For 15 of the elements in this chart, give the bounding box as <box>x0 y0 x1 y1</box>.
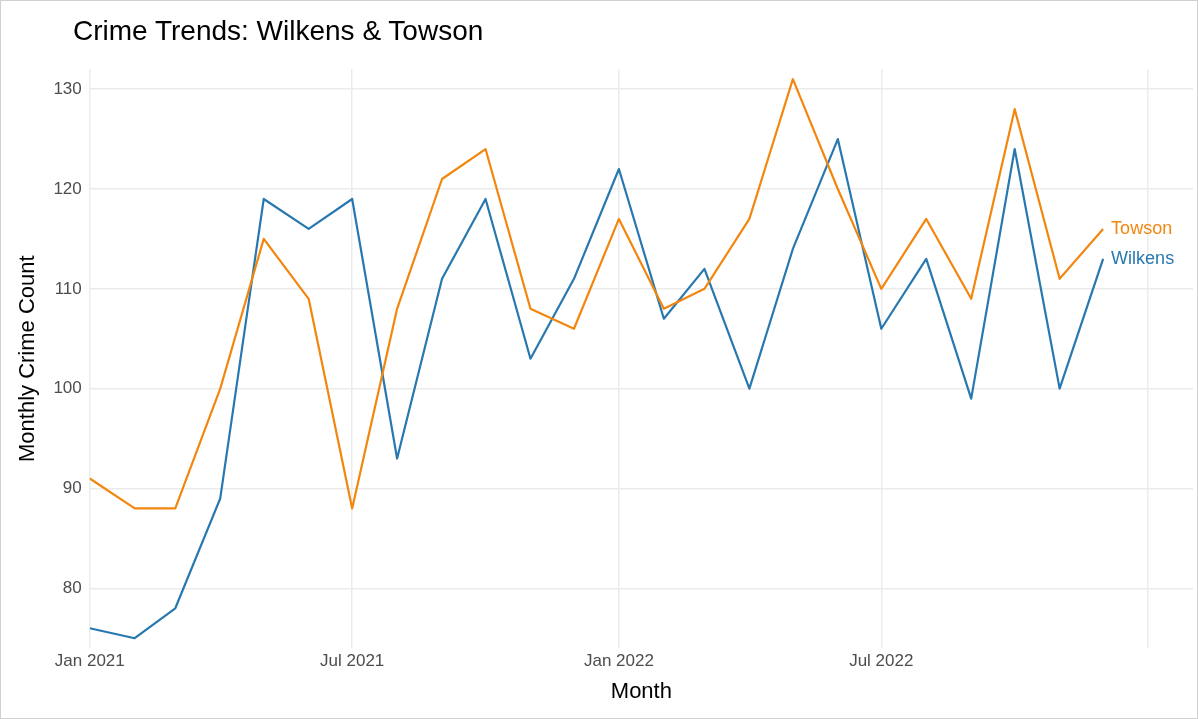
y-tick-label: 110 <box>54 278 82 298</box>
x-tick-label: Jul 2022 <box>849 651 914 671</box>
y-axis-title: Monthly Crime Count <box>14 255 40 463</box>
x-axis-title: Month <box>610 677 672 703</box>
series-label: Wilkens <box>1111 247 1175 268</box>
x-tick-label: Jan 2022 <box>583 651 654 671</box>
x-tick-label: Jan 2021 <box>54 651 125 671</box>
y-tick-label: 100 <box>53 378 82 398</box>
y-tick-label: 130 <box>53 78 82 98</box>
x-tick-label: Jul 2021 <box>320 651 385 671</box>
y-tick-label: 80 <box>62 577 82 597</box>
series-label: Towson <box>1111 217 1173 238</box>
y-tick-label: 120 <box>53 178 82 198</box>
y-tick-label: 90 <box>62 478 82 498</box>
chart-title: Crime Trends: Wilkens & Towson <box>73 15 484 47</box>
